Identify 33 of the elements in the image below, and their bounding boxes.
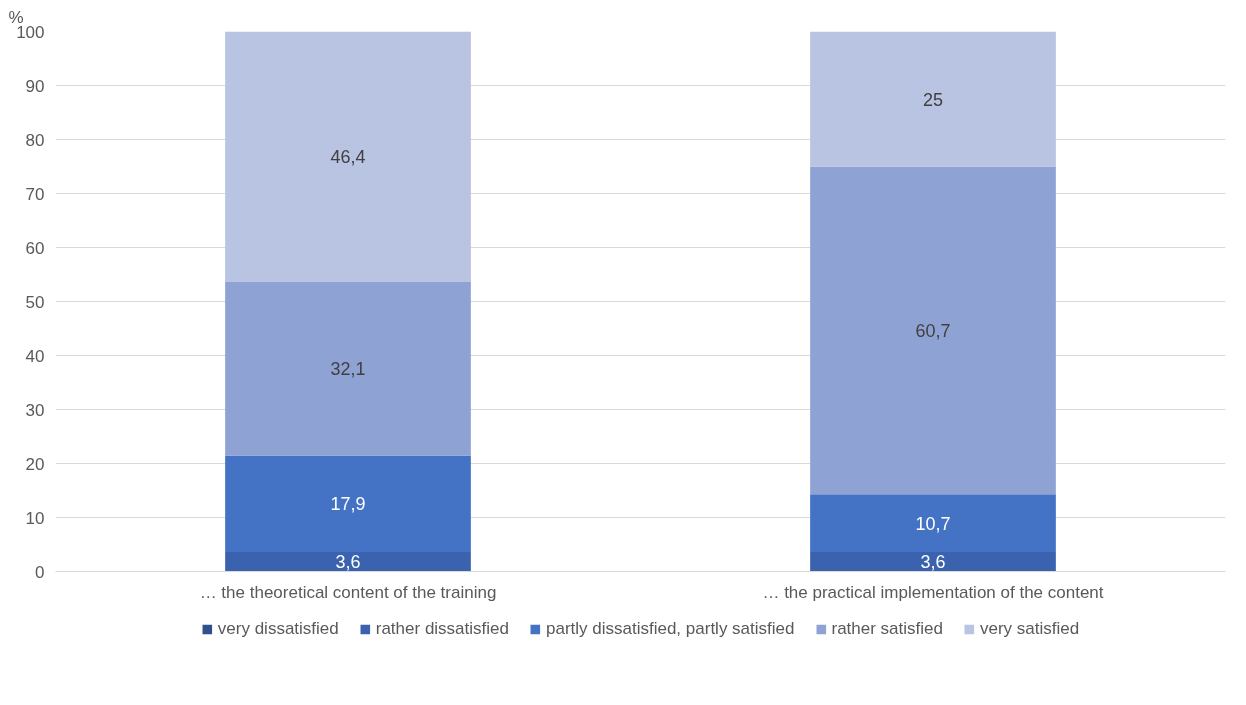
data-label: 10,7: [915, 513, 951, 534]
bar: [810, 552, 1056, 572]
data-label: 46,4: [330, 147, 366, 168]
legend-label: very satisfied: [979, 619, 1080, 639]
bar: [225, 31, 471, 283]
bar: [810, 166, 1056, 495]
y-tick-label: 40: [25, 346, 45, 366]
data-label: 60,7: [915, 320, 951, 341]
data-label: 25: [922, 89, 944, 110]
bar: [225, 282, 471, 456]
bar: [810, 494, 1056, 553]
x-tick-label: … the theoretical content of the training: [199, 582, 497, 602]
x-tick-label: … the practical implementation of the content: [762, 582, 1104, 602]
y-tick-label: 20: [25, 454, 45, 474]
y-tick-label: 60: [25, 238, 45, 258]
legend-label: partly dissatisfied, partly satisfied: [545, 619, 795, 639]
y-tick-label: 10: [25, 508, 45, 528]
legend-label: very dissatisfied: [217, 619, 339, 639]
y-tick-label: 30: [25, 400, 45, 420]
legend-label: rather dissatisfied: [375, 619, 509, 639]
legend-label: rather satisfied: [831, 619, 943, 639]
data-label: 32,1: [330, 359, 366, 380]
bar: [225, 552, 471, 572]
y-tick-label: 70: [25, 184, 45, 204]
data-label: 3,6: [920, 552, 946, 573]
bar: [810, 31, 1056, 167]
y-tick-label: 0: [35, 562, 45, 582]
data-label: 17,9: [330, 494, 366, 515]
y-tick-label: 80: [25, 130, 45, 150]
data-label: 3,6: [335, 552, 361, 573]
y-tick-label: 90: [25, 76, 45, 96]
bar: [225, 455, 471, 553]
y-tick-label: 50: [25, 292, 45, 312]
